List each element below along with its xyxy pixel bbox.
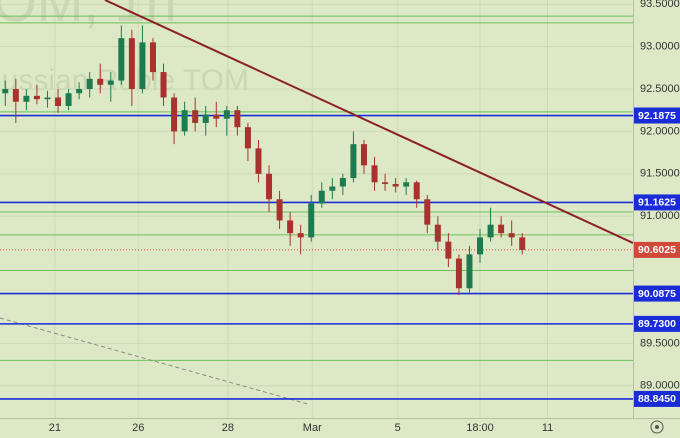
x-tick-label: 21 [49,422,61,434]
level-label: 91.1625 [638,197,676,209]
level-label: 90.0875 [638,288,676,300]
candle-body [213,114,220,119]
last-price-box [634,241,680,258]
trendline [104,0,633,244]
candle-body [403,182,410,187]
x-tick-label: 18:00 [466,422,494,434]
candle-body [445,241,452,259]
candle-body [23,95,30,102]
level-label: 88.8450 [638,393,676,405]
x-tick-label: Mar [303,422,322,434]
candle-body [107,80,114,85]
candle-body [44,97,51,100]
candle-body [97,78,104,85]
candle-body [128,38,135,90]
settings-icon[interactable] [650,420,664,434]
candle-body [350,144,357,179]
candle-body [33,95,40,100]
candle-body [371,165,378,183]
candle-body [308,203,315,238]
candle-body [477,237,484,255]
x-tick-label: 5 [395,422,401,434]
level-label: 92.1875 [638,110,676,122]
candle-body [139,42,146,90]
candle-body [255,148,262,174]
y-tick-label: 93.5000 [640,0,680,10]
x-tick-label: 26 [132,422,144,434]
candle-body [118,38,125,81]
candle-body [160,72,167,98]
candle-body [234,110,241,128]
level-box [634,194,680,211]
candle-body [318,190,325,204]
candle-body [466,254,473,289]
candle-body [287,220,294,234]
candle-body [434,224,441,242]
candle-body [329,186,336,191]
level-box [634,315,680,332]
candle-body [455,258,462,289]
level-box [634,390,680,407]
last-price-label: 90.6025 [638,244,676,256]
candle-body [86,78,93,90]
y-tick-label: 93.0000 [640,41,680,53]
candle-body [339,178,346,187]
candle-body [519,237,526,250]
x-tick-label: 11 [542,422,553,434]
candle-body [192,110,199,123]
candle-body [55,97,62,106]
candle-body [508,233,515,238]
candle-body [181,110,188,132]
candle-body [65,93,72,106]
level-box [634,285,680,302]
level-label: 89.7300 [638,318,676,330]
candle-body [360,144,367,166]
y-tick-label: 89.5000 [640,337,680,349]
candle-body [12,89,19,102]
settings-ring [650,420,664,434]
candle-body [392,183,399,187]
candle-body [223,110,230,119]
candle-body [297,233,304,238]
candle-body [266,173,273,200]
candle-body [202,114,209,123]
dashed-line [0,317,311,406]
candle-body [2,89,9,94]
y-tick-label: 89.0000 [640,380,680,392]
candle-body [171,97,178,132]
candle-body [498,224,505,234]
candle-body [149,42,156,73]
y-tick-label: 92.0000 [640,125,680,137]
settings-dot [655,425,659,429]
candle-body [76,89,83,94]
level-box [634,107,680,124]
candle-body [382,182,389,184]
candle-body [487,224,494,238]
watermark: Russian Ruble TOM [0,64,249,97]
candle-body [424,199,431,225]
candle-body [244,127,251,149]
candle-body [413,182,420,200]
x-tick-label: 28 [222,422,234,434]
y-tick-label: 91.5000 [640,168,680,180]
candle-body [276,199,283,221]
y-tick-label: 91.0000 [640,210,680,222]
y-tick-label: 92.5000 [640,83,680,95]
